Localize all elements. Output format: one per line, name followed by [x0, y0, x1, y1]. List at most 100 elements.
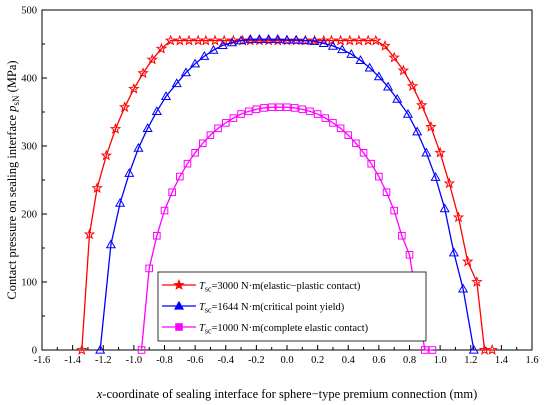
series-2-point — [180, 67, 191, 77]
y-tick-label: 200 — [21, 210, 37, 221]
series-2-point — [448, 247, 459, 257]
series-3-point — [359, 149, 368, 157]
series-1-point — [379, 40, 391, 51]
series-2-point — [281, 34, 293, 44]
series-2-point — [217, 40, 228, 50]
series-1-point — [299, 34, 312, 46]
series-3-point — [145, 264, 153, 273]
series-2-line — [99, 38, 475, 351]
legend-box — [157, 271, 427, 342]
series-2-point — [124, 167, 135, 177]
series-3-point — [398, 231, 406, 240]
series-1-point — [416, 99, 428, 111]
series-2-point — [392, 93, 403, 103]
series-1-point — [370, 34, 382, 46]
series-2-point — [337, 44, 348, 54]
series-3-point — [191, 149, 199, 157]
series-1-point — [164, 34, 177, 46]
series-1-point — [344, 34, 356, 46]
series-2-point — [272, 34, 283, 43]
series-2-point — [468, 344, 479, 354]
series-3-point — [375, 172, 383, 181]
series-3-point — [206, 131, 215, 139]
series-2-point — [300, 35, 311, 45]
y-tick-label: 0 — [32, 346, 37, 357]
series-3-point — [306, 107, 314, 116]
series-3-point — [168, 188, 176, 197]
series-3-point — [405, 251, 414, 259]
series-3-point — [421, 346, 429, 354]
series-1-point — [461, 255, 474, 267]
series-3-point — [367, 159, 376, 168]
legend-marker — [173, 300, 185, 310]
series-1-point — [425, 120, 437, 132]
series-2-point — [327, 40, 338, 50]
series-1-point — [128, 82, 140, 94]
series-1-point — [200, 34, 212, 46]
series-1-point — [486, 343, 498, 355]
series-3-point — [329, 119, 337, 127]
series-1-point — [209, 34, 221, 46]
series-1-point — [308, 34, 321, 46]
series-2-point — [254, 34, 265, 43]
series-1-point — [155, 42, 168, 54]
x-tick-label: 1.6 — [525, 355, 538, 366]
series-2-point — [226, 37, 237, 47]
x-tick-label: 0.2 — [311, 355, 324, 366]
series-3 — [137, 103, 437, 354]
series-2-point — [263, 34, 274, 43]
series-3-point — [428, 346, 437, 354]
series-3-point — [214, 124, 222, 133]
series-1-point — [174, 34, 186, 46]
series-2-point — [412, 126, 423, 136]
y-tick-label: 500 — [21, 6, 37, 17]
series-2-point — [190, 58, 201, 68]
series-1-point — [406, 80, 419, 92]
x-tick-label: 1.0 — [434, 355, 447, 366]
series-1-point — [334, 34, 347, 46]
series-1-point — [388, 51, 400, 63]
axis-ticks: -1.6 -1.4 -1.2 -1.0 -0.8 -0.6 -0.4 -0.2 0.0 0.2 0.… — [21, 6, 538, 367]
series-3-point — [183, 159, 192, 168]
series-3-point — [344, 131, 353, 139]
x-tick-label: 0.4 — [342, 355, 356, 366]
series-2-point — [133, 142, 144, 152]
x-tick-label: -1.6 — [34, 355, 51, 366]
series-2-point — [291, 34, 302, 44]
series-1-point — [325, 34, 338, 46]
legend-item-2: Tsc=1644 N·m(critical point yield) — [162, 300, 345, 315]
x-tick-label: -0.6 — [187, 355, 204, 366]
y-tick-label: 100 — [21, 278, 37, 289]
series-2-point — [364, 62, 375, 72]
series-3-point — [275, 103, 284, 112]
series-2-point — [430, 172, 441, 181]
x-tick-label: -1.2 — [95, 355, 112, 366]
series-3-point — [244, 107, 253, 116]
series-3-point — [352, 139, 360, 148]
series-1-point — [290, 34, 302, 46]
x-tick-label: 0.6 — [372, 355, 385, 366]
series-1-point — [137, 67, 149, 79]
series-2-point — [439, 203, 450, 213]
x-tick-label: -1.0 — [126, 355, 143, 366]
legend-marker — [173, 278, 185, 290]
series-1-point — [397, 64, 410, 76]
series-2-point — [208, 44, 219, 54]
series-3-point — [160, 206, 169, 215]
series-3-point — [382, 188, 391, 197]
legend: Tsc=3000 N·m(elastic−plastic contact) Tsc… — [157, 271, 427, 342]
legend-item-1: Tsc=3000 N·m(elastic−plastic contact) — [162, 278, 361, 294]
legend-label: Tsc=3000 N·m(elastic−plastic contact) — [199, 281, 361, 294]
series-3-point — [252, 105, 261, 114]
series-1-point — [353, 34, 365, 46]
x-tick-label: -0.2 — [248, 355, 265, 366]
series-3-point — [176, 172, 184, 181]
series-1-point — [471, 275, 483, 287]
series-2-point — [355, 55, 366, 64]
series-2-point — [373, 71, 384, 81]
series-1-point — [109, 122, 122, 134]
series-2-point — [142, 123, 153, 132]
series-layer — [76, 34, 498, 355]
series-3-point — [390, 206, 398, 215]
series-3-point — [198, 139, 207, 148]
